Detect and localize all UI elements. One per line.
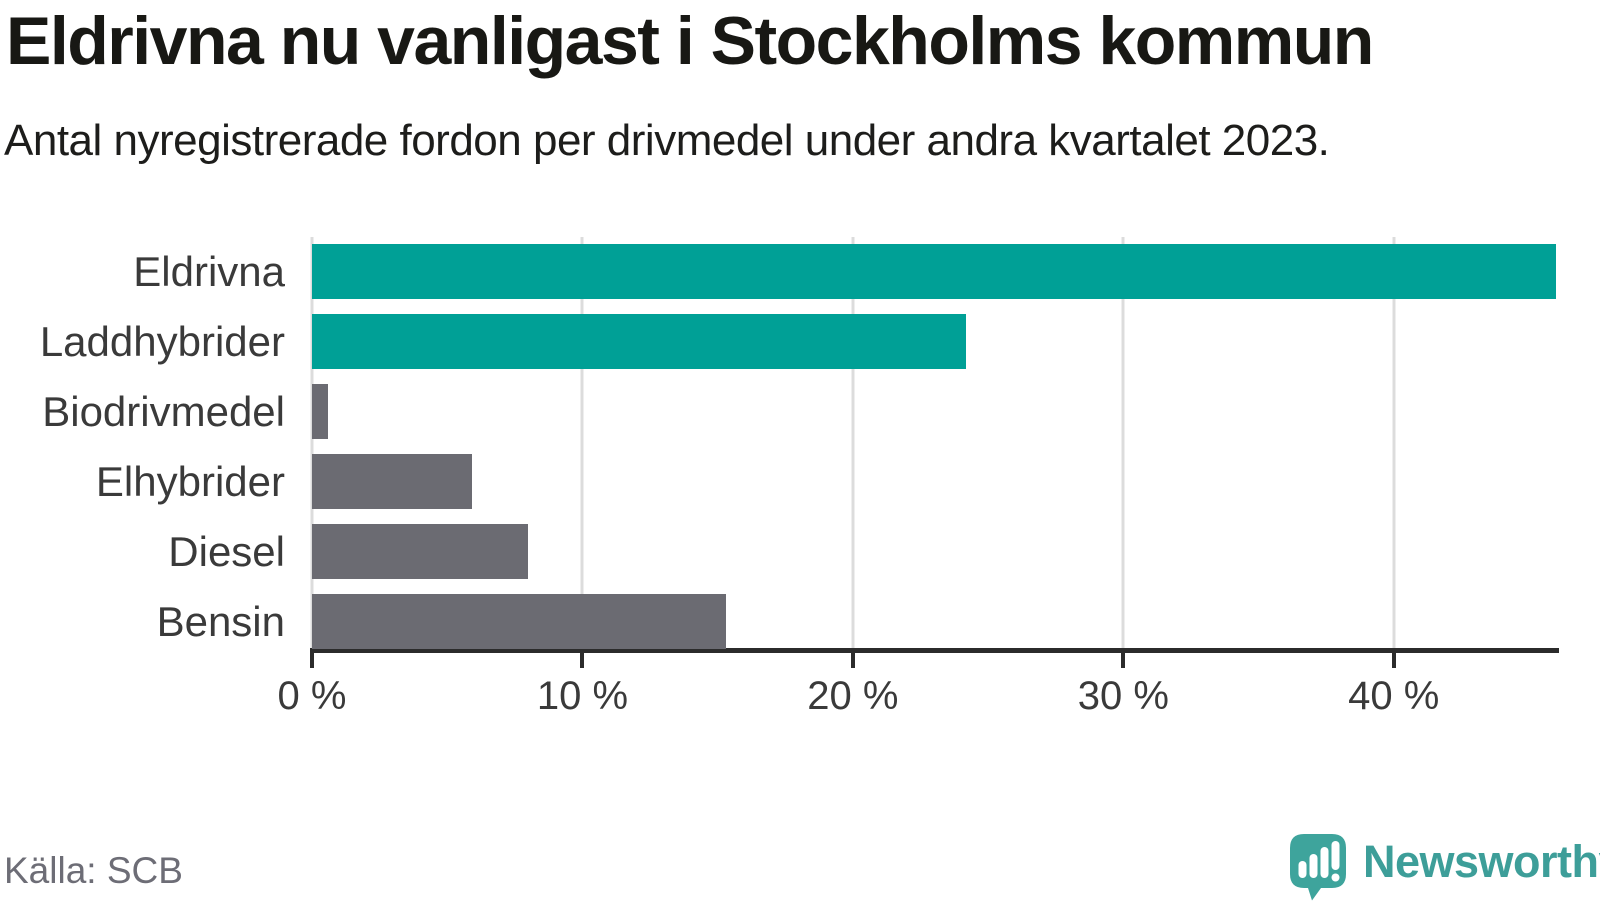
x-axis-tick-label: 40 % (1348, 674, 1440, 718)
plot-area (310, 237, 1556, 650)
gridline-40 (1392, 237, 1396, 650)
x-axis-tick (1391, 653, 1396, 668)
category-label-diesel: Diesel (168, 527, 285, 575)
gridline-10 (580, 237, 584, 650)
bar-bensin (312, 593, 726, 649)
x-axis-tick (580, 653, 585, 668)
gridline-20 (851, 237, 855, 650)
category-label-bensin: Bensin (156, 597, 285, 645)
page-subtitle: Antal nyregistrerade fordon per drivmede… (4, 116, 1330, 165)
page-title: Eldrivna nu vanligast i Stockholms kommu… (6, 3, 1374, 79)
x-axis: 0 % 10 % 20 % 30 % 40 % (278, 648, 1556, 748)
category-label-eldrivna: Eldrivna (133, 248, 285, 295)
category-label-elhybrider: Elhybrider (95, 457, 285, 505)
bar-diesel (312, 523, 529, 579)
bar-laddhybrider (312, 313, 967, 369)
newsworthy-wordmark: Newsworthy (1363, 836, 1600, 887)
bar-biodrivmedel (312, 383, 329, 439)
x-axis-tick-label: 10 % (536, 674, 629, 718)
x-axis-tick (850, 653, 855, 668)
x-axis-line (310, 648, 1559, 653)
gridline-30 (1121, 237, 1125, 650)
category-label-laddhybrider: Laddhybrider (39, 317, 285, 365)
category-label-biodrivmedel: Biodrivmedel (42, 387, 285, 435)
source-label: Källa: SCB (4, 850, 183, 891)
y-axis-labels: Eldrivna Laddhybrider Biodrivmedel Elhybrid… (0, 237, 285, 650)
bar-elhybrider (312, 453, 472, 509)
bar-eldrivna (312, 244, 1556, 299)
x-axis-tick-label: 20 % (807, 674, 899, 718)
x-axis-tick (310, 653, 314, 668)
x-axis-tick-label: 0 % (277, 674, 347, 718)
gridline-0 (310, 237, 314, 650)
newsworthy-brand: Newsworthy (1290, 834, 1600, 901)
x-axis-tick-label: 30 % (1077, 674, 1169, 718)
x-axis-tick (1121, 653, 1126, 668)
newsworthy-logo-icon (1290, 834, 1346, 901)
